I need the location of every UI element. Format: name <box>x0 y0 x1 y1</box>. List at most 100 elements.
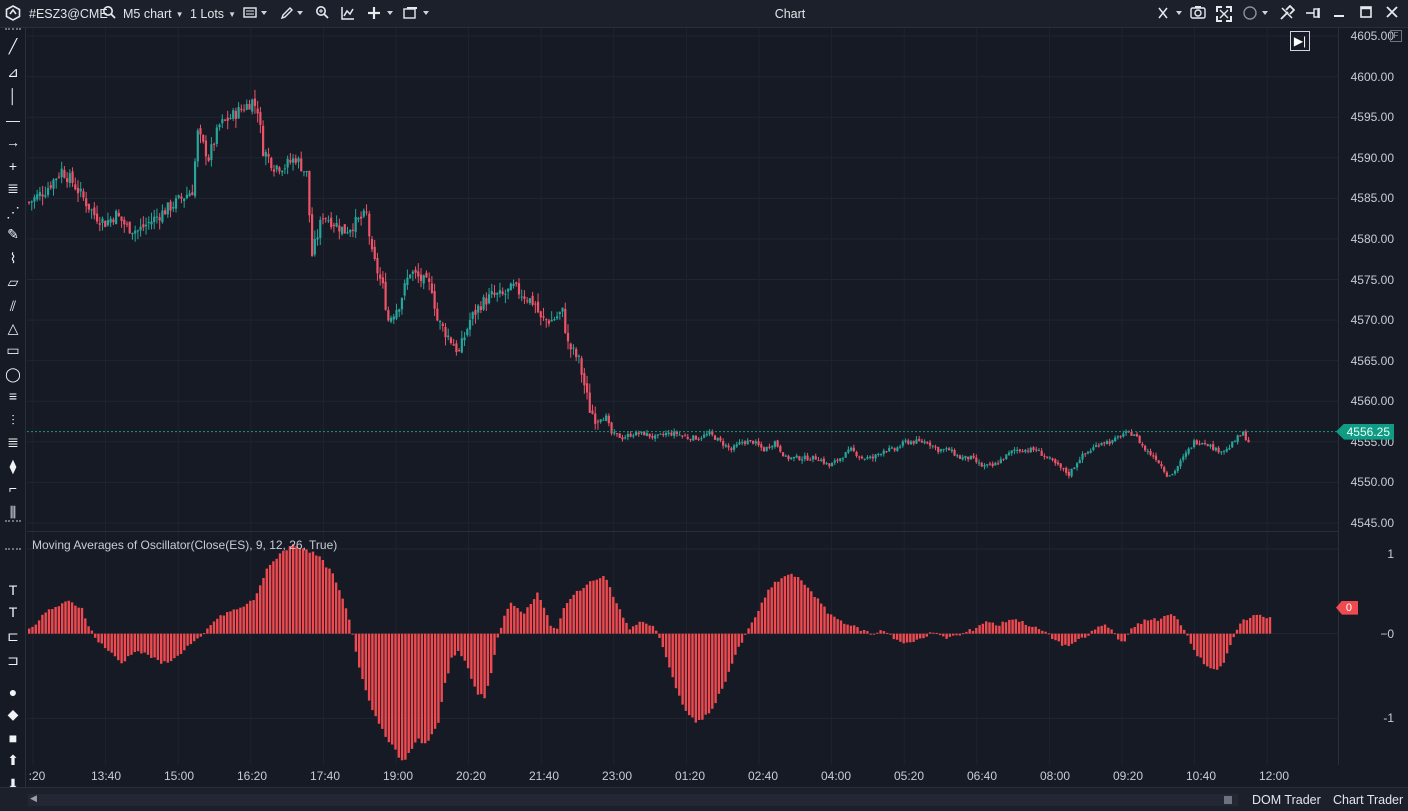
toolbar-grip[interactable] <box>5 520 21 524</box>
fib-extension-icon[interactable]: ≣ <box>7 434 19 450</box>
lots-dropdown[interactable]: 1 Lots ▼ <box>190 0 236 28</box>
line-tool-icon[interactable]: ╱ <box>8 38 18 54</box>
candle <box>839 457 842 463</box>
symbol-selector[interactable]: #ESZ3@CME <box>29 7 108 21</box>
circle-marker-icon[interactable]: ● <box>8 684 18 700</box>
candle <box>1100 442 1103 446</box>
timeframe-dropdown[interactable]: M5 chart ▼ <box>123 0 184 28</box>
pin-icon[interactable] <box>1304 5 1322 23</box>
pattern-icon[interactable]: ⧫ <box>9 458 17 474</box>
vertical-line-icon[interactable]: │ <box>8 88 18 104</box>
candle <box>1037 448 1041 452</box>
polyline-icon[interactable]: ⋰ <box>6 204 20 220</box>
histogram-bar <box>1146 620 1150 634</box>
candle <box>95 205 99 224</box>
crosshair-icon[interactable]: + <box>8 158 18 174</box>
histogram-bar <box>605 579 608 634</box>
pen-icon[interactable]: ✎ <box>7 226 19 242</box>
fib-time-icon[interactable]: ⫶ <box>11 412 15 428</box>
histogram-bar <box>70 602 74 634</box>
oscillator-value-badge: 0 <box>1336 600 1358 615</box>
fib-levels-icon[interactable]: ≣ <box>7 180 19 196</box>
candle <box>713 434 717 440</box>
label-icon[interactable]: ⊏ <box>7 628 19 644</box>
pane-divider[interactable] <box>27 531 1338 532</box>
bars-icon[interactable]: ⫼ <box>9 504 17 520</box>
scroll-to-end-button[interactable]: ▶︎| <box>1290 31 1310 51</box>
price-axis[interactable]: 4605.00 4600.00 4595.00 4590.00 4585.00 4580.… <box>1338 28 1402 765</box>
draw-pencil-icon[interactable] <box>279 5 307 23</box>
candle <box>351 223 355 238</box>
arrow-down-icon[interactable]: ⬇ <box>7 776 19 792</box>
histogram-bar <box>648 625 651 634</box>
link-circle-icon[interactable] <box>1242 5 1274 23</box>
brush-icon[interactable]: ⌇ <box>9 250 17 266</box>
crosshair-mode-icon[interactable] <box>1156 5 1186 23</box>
histogram-bar <box>1084 633 1087 638</box>
chart-trader-button[interactable]: Chart Trader <box>1333 793 1404 807</box>
ellipse-icon[interactable]: ◯ <box>5 366 21 382</box>
histogram-bar <box>1229 633 1232 646</box>
histogram-bar <box>51 609 54 634</box>
pitchfork-icon[interactable]: ⊿ <box>7 64 19 80</box>
arrow-up-icon[interactable]: ⬆ <box>7 752 19 768</box>
text-fill-icon[interactable]: T <box>8 582 18 598</box>
candle <box>316 229 319 246</box>
candle <box>425 270 428 278</box>
candle <box>999 456 1002 464</box>
toolbar-grip[interactable] <box>5 548 21 552</box>
search-icon[interactable] <box>101 5 117 23</box>
horizontal-scrollbar[interactable]: ◀ <box>28 793 1238 806</box>
histogram-bar <box>397 633 400 758</box>
diamond-marker-icon[interactable]: ◆ <box>7 706 19 722</box>
candle <box>1051 457 1054 462</box>
candle <box>1135 431 1139 438</box>
add-object-icon[interactable] <box>366 5 398 23</box>
candle <box>1018 448 1021 454</box>
settings-tools-icon[interactable] <box>1278 4 1296 23</box>
histogram-bar <box>938 633 942 636</box>
callout-icon[interactable]: ⊐ <box>7 652 19 668</box>
histogram-bar <box>589 581 592 634</box>
dom-trader-button[interactable]: DOM Trader <box>1252 793 1321 807</box>
scroll-left-icon[interactable]: ◀ <box>30 793 37 803</box>
scrollbar-thumb[interactable] <box>1224 796 1232 804</box>
parallel-channel-icon[interactable]: ⫽ <box>9 298 17 314</box>
minimize-icon[interactable] <box>1330 5 1348 23</box>
candle <box>961 454 964 461</box>
text-icon[interactable]: T <box>8 604 18 620</box>
histogram-bar <box>120 633 123 664</box>
time-axis[interactable]: :20 13:40 15:00 16:20 17:40 19:00 20:20 21:40 23… <box>27 765 1338 787</box>
price-chart[interactable] <box>27 28 1338 531</box>
histogram-bar <box>532 599 536 634</box>
candle <box>1059 463 1062 471</box>
fit-button[interactable]: F <box>1390 30 1402 42</box>
templates-icon[interactable] <box>402 5 434 23</box>
candle <box>365 204 368 216</box>
chart-type-icon[interactable] <box>242 5 270 23</box>
horizontal-line-icon[interactable]: — <box>6 112 20 128</box>
step-icon[interactable]: ⌐ <box>8 480 18 496</box>
zoom-icon[interactable] <box>314 5 330 23</box>
oscillator-chart[interactable] <box>27 532 1338 765</box>
indicators-icon[interactable] <box>340 5 356 23</box>
app-logo-icon[interactable] <box>5 5 21 23</box>
histogram-bar <box>688 633 691 716</box>
fib-fan-icon[interactable]: ≡ <box>8 388 18 404</box>
arrow-icon[interactable]: → <box>6 134 20 150</box>
fullscreen-icon[interactable] <box>1215 5 1233 23</box>
candle <box>313 230 316 257</box>
candle <box>398 308 401 318</box>
candle <box>542 307 545 321</box>
square-marker-icon[interactable]: ■ <box>8 730 18 746</box>
maximize-icon[interactable] <box>1357 5 1375 23</box>
camera-icon[interactable] <box>1190 5 1206 23</box>
histogram-bar <box>1014 619 1018 634</box>
rectangle-icon[interactable]: ▭ <box>6 342 20 358</box>
candle <box>1026 447 1030 454</box>
ruler-icon[interactable]: ▱ <box>7 274 19 290</box>
toolbar-grip[interactable] <box>5 28 21 32</box>
close-icon[interactable] <box>1383 5 1401 23</box>
triangle-icon[interactable]: △ <box>7 320 19 336</box>
candle <box>637 430 640 437</box>
